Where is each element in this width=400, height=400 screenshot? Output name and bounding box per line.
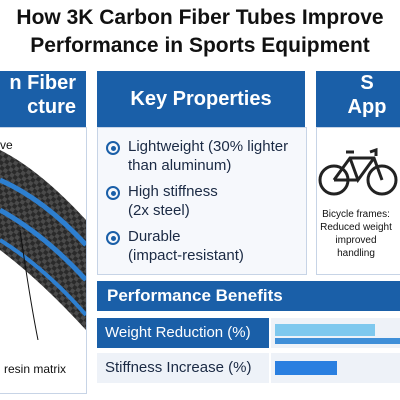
- property-line-1: Durable: [128, 228, 181, 245]
- applications-panel-heading: S App: [316, 71, 400, 127]
- structure-panel-heading: n Fiber cture: [0, 71, 86, 127]
- property-item: Lightweight (30% lighter than aluminum): [106, 137, 288, 175]
- properties-heading-text: Key Properties: [130, 87, 272, 110]
- structure-top-label: ve: [0, 138, 13, 152]
- property-line-1: Lightweight (30% lighter: [128, 138, 289, 155]
- caption-line: handling: [337, 248, 375, 259]
- tube-blue-layer-1: [0, 177, 86, 247]
- caption-line: improved: [335, 235, 377, 246]
- property-item: High stiffness (2x steel): [106, 182, 218, 220]
- tube-blue-layer-3: [0, 238, 86, 317]
- weight-reduction-bar-track: [271, 318, 400, 348]
- property-line-2: (impact-resistant): [128, 247, 244, 264]
- tube-blue-layer-2: [0, 207, 86, 282]
- properties-panel-heading: Key Properties: [97, 71, 305, 127]
- applications-panel: [316, 127, 400, 275]
- weight-reduction-label: Weight Reduction (%): [97, 318, 269, 348]
- property-line-1: High stiffness: [128, 183, 218, 200]
- stiffness-increase-bar-track: [271, 353, 400, 383]
- stiffness-increase-label: Stiffness Increase (%): [97, 353, 269, 383]
- structure-heading-line-1: n Fiber: [9, 72, 76, 94]
- bullet-icon: [106, 231, 120, 245]
- page-title: How 3K Carbon Fiber Tubes Improve Perfor…: [0, 4, 400, 60]
- performance-heading: Performance Benefits: [97, 281, 400, 311]
- bicycle-icon: [318, 147, 398, 196]
- property-line-2: than aluminum): [128, 157, 232, 174]
- application-caption: Bicycle frames: Reduced weight improved …: [312, 208, 400, 260]
- property-line-2: (2x steel): [128, 202, 190, 219]
- title-line-1: How 3K Carbon Fiber Tubes Improve: [16, 6, 384, 29]
- applications-heading-line-2: App: [347, 96, 387, 118]
- property-item: Durable (impact-resistant): [106, 227, 244, 265]
- resin-pointer-line: [19, 229, 39, 340]
- stiffness-increase-bar-fill: [275, 361, 337, 375]
- bullet-icon: [106, 186, 120, 200]
- carbon-fiber-tube-illustration: [0, 150, 86, 340]
- weight-reduction-bar-fill: [275, 324, 375, 336]
- caption-line: Bicycle frames:: [322, 209, 390, 220]
- weight-reduction-bar-secondary: [275, 338, 400, 344]
- bullet-icon: [106, 141, 120, 155]
- properties-panel: [97, 127, 307, 275]
- caption-line: Reduced weight: [320, 222, 392, 233]
- resin-matrix-label: resin matrix: [4, 362, 67, 376]
- structure-heading-line-2: cture: [27, 96, 76, 118]
- applications-heading-line-1: S: [360, 72, 374, 94]
- title-line-2: Performance in Sports Equipment: [30, 34, 370, 57]
